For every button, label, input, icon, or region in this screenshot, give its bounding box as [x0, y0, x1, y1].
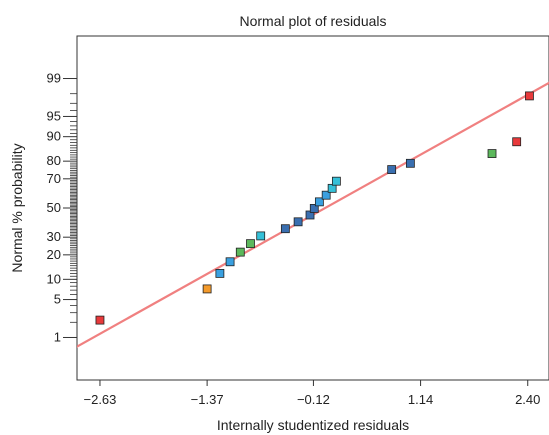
- data-point: [256, 231, 266, 241]
- y-tick-label: 70: [47, 171, 61, 186]
- x-tick-label: 1.14: [408, 392, 433, 407]
- y-tick-label: 5: [54, 292, 61, 307]
- x-axis: −2.63 −1.37 −0.12 1.14 2.40: [84, 380, 540, 407]
- data-point: [405, 158, 415, 168]
- x-tick-label: 2.40: [515, 392, 540, 407]
- data-point: [215, 268, 225, 278]
- x-axis-title: Internally studentized residuals: [217, 417, 409, 433]
- data-point: [314, 197, 324, 207]
- chart-title: Normal plot of residuals: [239, 13, 386, 29]
- x-tick-label: −1.37: [191, 392, 224, 407]
- x-tick-label: −0.12: [297, 392, 330, 407]
- data-point: [202, 284, 212, 294]
- data-point: [321, 190, 331, 200]
- data-point: [280, 224, 290, 234]
- y-tick-label: 90: [47, 129, 61, 144]
- data-point: [309, 204, 319, 213]
- data-point: [95, 315, 105, 325]
- y-tick-label: 99: [47, 71, 61, 86]
- y-tick-label: 95: [47, 108, 61, 123]
- data-points-layer: [95, 91, 534, 325]
- data-point: [487, 149, 497, 158]
- data-point: [225, 257, 235, 267]
- y-axis-title: Normal % probability: [9, 143, 25, 272]
- data-point: [235, 247, 245, 257]
- data-point: [293, 217, 303, 227]
- data-point: [387, 165, 397, 174]
- y-tick-label: 50: [47, 200, 61, 215]
- data-point: [512, 137, 522, 147]
- y-axis: 1 5 10 20 30 50 70 80 90 95 99: [47, 71, 77, 344]
- y-tick-label: 30: [47, 229, 61, 244]
- y-tick-label: 1: [54, 329, 61, 344]
- data-point: [331, 176, 341, 186]
- data-point: [246, 239, 255, 249]
- y-tick-label: 20: [47, 247, 61, 262]
- data-point: [525, 91, 534, 101]
- y-tick-label: 10: [47, 271, 61, 286]
- y-tick-label: 80: [47, 153, 61, 168]
- x-tick-label: −2.63: [84, 392, 117, 407]
